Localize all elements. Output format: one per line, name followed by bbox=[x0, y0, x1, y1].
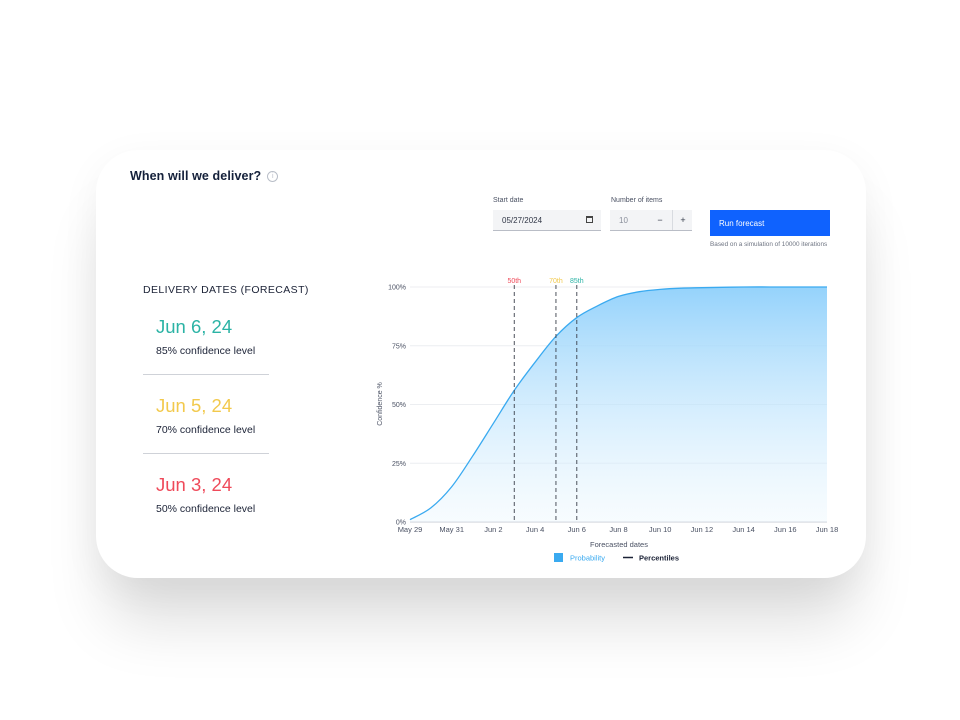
divider bbox=[143, 374, 269, 375]
legend-probability-swatch bbox=[554, 553, 563, 562]
x-tick-label: Jun 14 bbox=[732, 525, 755, 534]
x-tick-label: May 31 bbox=[439, 525, 464, 534]
probability-line bbox=[409, 286, 827, 521]
forecast-date-85: Jun 6, 24 bbox=[156, 316, 233, 337]
start-date-label: Start date bbox=[493, 197, 524, 204]
x-tick-label: Jun 16 bbox=[774, 525, 797, 534]
legend-percentiles-label[interactable]: Percentiles bbox=[639, 554, 679, 563]
x-tick-label: Jun 8 bbox=[609, 525, 627, 534]
divider bbox=[143, 453, 269, 454]
confidence-label-85: 85% confidence level bbox=[156, 345, 256, 357]
x-tick-label: Jun 4 bbox=[526, 525, 544, 534]
percentile-label-85th: 85th bbox=[570, 278, 584, 285]
y-axis-label: Confidence % bbox=[377, 382, 384, 426]
x-tick-label: Jun 2 bbox=[484, 525, 502, 534]
y-tick-label: 25% bbox=[392, 461, 406, 468]
x-tick-label: Jun 12 bbox=[691, 525, 714, 534]
simulation-note: Based on a simulation of 10000 iteration… bbox=[710, 241, 828, 248]
confidence-label-70: 70% confidence level bbox=[156, 424, 256, 436]
forecast-date-50: Jun 3, 24 bbox=[156, 474, 233, 495]
percentile-label-50th: 50th bbox=[507, 278, 521, 285]
x-axis-label: Forecasted dates bbox=[590, 540, 648, 549]
x-tick-label: May 29 bbox=[398, 525, 423, 534]
decrement-button[interactable]: − bbox=[657, 215, 663, 225]
calendar-icon[interactable] bbox=[586, 216, 593, 223]
run-forecast-button[interactable]: Run forecast bbox=[710, 210, 830, 236]
x-tick-label: Jun 10 bbox=[649, 525, 672, 534]
x-tick-label: Jun 6 bbox=[568, 525, 586, 534]
legend-probability-label[interactable]: Probability bbox=[570, 554, 605, 563]
items-stepper[interactable]: 10 − + bbox=[610, 210, 692, 231]
info-icon[interactable]: i bbox=[267, 170, 279, 182]
y-tick-label: 75% bbox=[392, 343, 406, 350]
y-tick-label: 50% bbox=[392, 402, 406, 409]
percentile-label-70th: 70th bbox=[549, 278, 563, 285]
start-date-value: 05/27/2024 bbox=[502, 215, 543, 225]
y-tick-label: 100% bbox=[388, 285, 406, 292]
forecast-date-70: Jun 5, 24 bbox=[156, 395, 233, 416]
page-title-text: When will we deliver? bbox=[130, 169, 262, 183]
increment-button[interactable]: + bbox=[672, 210, 693, 230]
start-date-field[interactable]: 05/27/2024 bbox=[493, 210, 601, 231]
confidence-label-50: 50% confidence level bbox=[156, 503, 256, 515]
delivery-dates-heading: DELIVERY DATES (FORECAST) bbox=[143, 284, 309, 296]
items-label: Number of items bbox=[611, 197, 663, 204]
items-value: 10 bbox=[619, 215, 628, 225]
page-title: When will we deliver? i bbox=[130, 169, 279, 183]
x-tick-label: Jun 18 bbox=[816, 525, 839, 534]
y-tick-label: 0% bbox=[396, 520, 406, 527]
